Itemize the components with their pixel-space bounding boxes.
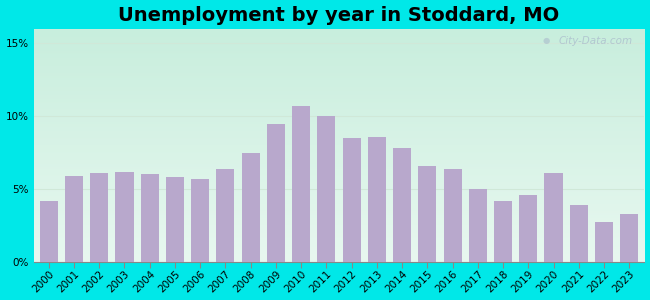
Bar [90,173,109,262]
Bar [40,201,58,262]
Bar [115,172,133,262]
Bar [569,205,588,262]
Bar [216,169,235,262]
Bar [469,189,487,262]
Bar [418,166,436,262]
Bar [317,116,335,262]
Bar [545,173,563,262]
Title: Unemployment by year in Stoddard, MO: Unemployment by year in Stoddard, MO [118,6,560,25]
Bar [368,136,386,262]
Bar [595,223,613,262]
Bar [343,138,361,262]
Bar [494,201,512,262]
Bar [191,179,209,262]
Bar [266,124,285,262]
Bar [393,148,411,262]
Bar [166,177,184,262]
Bar [140,174,159,262]
Bar [443,169,461,262]
Bar [620,214,638,262]
Text: ●: ● [543,36,550,45]
Text: City-Data.com: City-Data.com [558,36,632,46]
Bar [519,195,538,262]
Bar [242,153,260,262]
Bar [65,176,83,262]
Bar [292,106,310,262]
